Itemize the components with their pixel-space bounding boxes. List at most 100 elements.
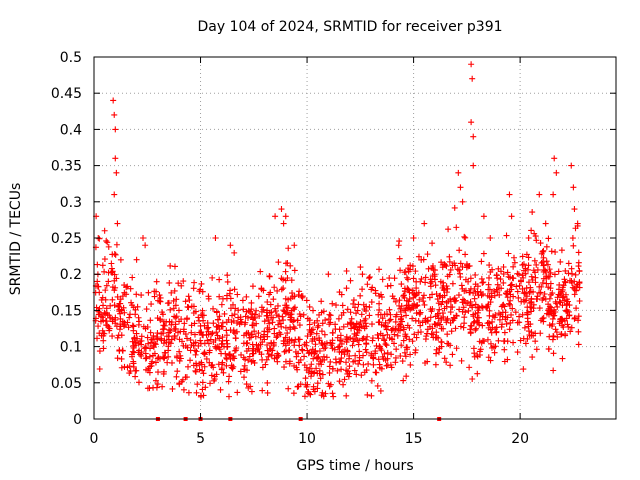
data-point	[568, 265, 575, 272]
data-point	[426, 294, 433, 301]
data-point	[133, 256, 140, 263]
data-point	[290, 390, 297, 397]
data-point	[520, 261, 527, 268]
data-point	[291, 242, 298, 249]
data-point	[126, 370, 133, 377]
data-point	[368, 392, 375, 399]
data-point	[112, 155, 119, 162]
data-point	[388, 335, 395, 342]
data-point	[272, 308, 279, 315]
data-point	[271, 284, 278, 291]
data-point	[223, 337, 230, 344]
data-point	[201, 351, 208, 358]
data-point	[302, 375, 309, 382]
data-point	[140, 235, 147, 241]
data-point	[565, 270, 572, 277]
data-point	[549, 336, 556, 343]
data-point	[255, 330, 262, 337]
data-point	[462, 287, 469, 294]
data-point	[532, 338, 539, 345]
data-point	[402, 269, 409, 276]
data-point	[441, 292, 448, 299]
data-point	[384, 349, 391, 356]
y-tick-label: 0.1	[60, 340, 82, 356]
data-point	[551, 155, 558, 162]
data-point	[175, 307, 182, 314]
data-point	[337, 358, 344, 365]
data-point	[465, 307, 472, 314]
data-point	[303, 367, 310, 374]
data-point	[152, 341, 159, 348]
data-point	[454, 266, 461, 273]
data-point	[170, 297, 177, 304]
data-point	[448, 328, 455, 335]
data-point	[131, 334, 138, 341]
data-point	[297, 381, 304, 388]
data-point	[397, 267, 404, 274]
data-point	[494, 281, 501, 288]
data-point	[169, 385, 176, 392]
data-point	[409, 338, 416, 345]
data-point	[220, 343, 227, 350]
data-point	[433, 329, 440, 336]
data-point	[113, 169, 120, 176]
data-point	[440, 313, 447, 320]
data-point	[571, 315, 578, 322]
data-point	[138, 341, 145, 348]
data-point	[465, 263, 472, 270]
data-point	[554, 294, 561, 301]
data-point	[427, 283, 434, 290]
data-point	[368, 286, 375, 293]
data-point	[212, 337, 219, 344]
data-point	[142, 350, 149, 357]
data-point	[241, 374, 248, 381]
data-point	[525, 262, 532, 269]
data-point	[524, 318, 531, 325]
data-point	[560, 324, 567, 331]
data-point	[547, 269, 554, 276]
data-point	[218, 366, 225, 373]
data-point	[391, 275, 398, 282]
data-point	[362, 346, 369, 353]
data-point	[487, 326, 494, 333]
data-point	[249, 310, 256, 317]
data-point	[150, 384, 157, 391]
data-point	[329, 300, 336, 307]
data-point	[149, 358, 156, 365]
data-point	[318, 340, 325, 347]
data-point	[216, 313, 223, 320]
data-point	[516, 313, 523, 320]
data-point	[466, 302, 473, 309]
data-point	[401, 349, 408, 356]
data-point	[502, 290, 509, 297]
data-point	[156, 292, 163, 299]
data-point	[487, 235, 494, 241]
data-point	[193, 389, 200, 396]
data-point	[104, 239, 111, 246]
data-point	[282, 324, 289, 331]
data-point	[204, 320, 211, 327]
data-point	[157, 335, 164, 342]
data-point	[392, 359, 399, 366]
data-point	[405, 286, 412, 293]
data-point	[198, 361, 205, 368]
data-point	[453, 224, 460, 231]
data-point	[313, 365, 320, 372]
data-point	[214, 343, 221, 350]
data-point	[282, 260, 289, 267]
data-point	[151, 293, 158, 300]
data-point	[278, 275, 285, 282]
data-point	[291, 293, 298, 300]
data-point	[376, 306, 383, 313]
data-point	[271, 325, 278, 332]
data-point	[420, 292, 427, 299]
data-point	[392, 298, 399, 305]
data-point	[173, 373, 180, 380]
data-point	[274, 332, 281, 339]
data-point	[395, 242, 402, 249]
data-point	[550, 312, 557, 319]
data-point	[267, 301, 274, 308]
data-point	[171, 287, 178, 294]
data-point	[568, 162, 575, 169]
data-point	[188, 322, 195, 329]
